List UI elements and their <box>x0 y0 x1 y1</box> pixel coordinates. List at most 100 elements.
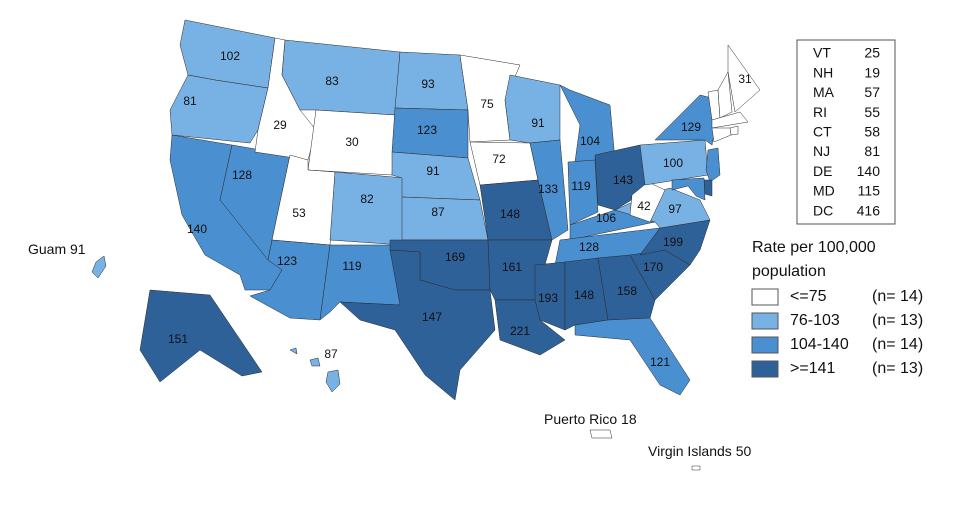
de-shape <box>703 179 713 197</box>
state-value: 42 <box>637 199 651 213</box>
ma-shape <box>711 111 749 129</box>
table-value: 57 <box>864 84 880 100</box>
table-value: 81 <box>864 143 880 159</box>
state-shape <box>139 289 263 383</box>
table-abbr: CT <box>813 124 832 140</box>
state-value: 102 <box>220 49 240 63</box>
territory-name: Virgin Islands <box>648 443 732 459</box>
state-value: 93 <box>421 77 435 91</box>
state-shape <box>534 261 566 331</box>
state-value: 147 <box>422 310 442 324</box>
state-value: 97 <box>668 202 682 216</box>
state-value: 87 <box>431 205 445 219</box>
state-value: 151 <box>168 332 188 346</box>
table-abbr: DC <box>813 202 833 218</box>
table-abbr: RI <box>813 104 827 120</box>
state-value: 133 <box>538 182 558 196</box>
table-value: 115 <box>858 183 881 199</box>
table-value: 19 <box>864 64 880 80</box>
state-value: 161 <box>502 260 522 274</box>
territory-label: Puerto Rico 18 <box>544 411 637 427</box>
state-value: 221 <box>510 324 530 338</box>
legend-count: (n= 13) <box>872 312 923 329</box>
state-shape <box>169 74 269 144</box>
state-value: 199 <box>663 235 683 249</box>
state-value: 129 <box>681 120 701 134</box>
state-value: 104 <box>580 134 600 148</box>
territory-shape <box>691 465 701 471</box>
territory-name: Puerto Rico <box>544 411 617 427</box>
table-value: 55 <box>864 104 880 120</box>
state-shape <box>529 139 569 241</box>
state-value: 72 <box>492 152 506 166</box>
legend-count: (n= 13) <box>872 360 923 377</box>
table-abbr: MD <box>813 183 835 199</box>
ct-shape <box>711 127 732 143</box>
state-shape <box>289 347 298 355</box>
territory-value: 50 <box>736 443 752 459</box>
state-value: 31 <box>738 72 752 86</box>
territory-value: 18 <box>621 411 637 427</box>
state-value: 119 <box>342 259 361 273</box>
state-value: 169 <box>445 250 465 264</box>
table-abbr: MA <box>813 84 835 100</box>
state-shape <box>325 369 341 393</box>
legend-swatch <box>751 360 779 378</box>
table-value: 58 <box>864 124 880 140</box>
legend-title: Rate per 100,000 population <box>752 239 876 280</box>
state-shape <box>727 44 761 113</box>
state-shape <box>309 357 321 367</box>
md-shape <box>671 177 706 201</box>
legend-count: (n= 14) <box>872 288 923 305</box>
state-value: 123 <box>277 254 297 268</box>
state-value: 87 <box>324 347 338 361</box>
legend-label: 76-103 <box>790 312 840 329</box>
state-value: 158 <box>617 284 637 298</box>
legend-swatch <box>751 312 779 330</box>
state-value: 128 <box>579 240 599 254</box>
legend-count: (n= 14) <box>872 336 923 353</box>
territory-shape <box>589 429 613 439</box>
state-shape <box>559 84 616 163</box>
state-shape <box>567 159 599 226</box>
state-value: 140 <box>187 222 207 236</box>
state-value: 82 <box>360 192 374 206</box>
state-shape <box>401 196 489 241</box>
state-value: 91 <box>426 164 440 178</box>
northeast-small-states <box>671 71 749 201</box>
table-abbr: NJ <box>813 143 830 159</box>
state-value: 30 <box>345 135 359 149</box>
state-value: 170 <box>643 260 663 274</box>
state-value: 91 <box>531 116 545 130</box>
state-value: 148 <box>500 207 520 221</box>
legend-title-line: population <box>752 263 826 280</box>
state-value: 53 <box>292 206 306 220</box>
state-shape <box>339 249 496 401</box>
state-shape <box>329 171 406 246</box>
state-value: 148 <box>574 288 594 302</box>
territory-value: 91 <box>70 241 86 257</box>
state-value: 193 <box>538 291 558 305</box>
state-shape <box>281 39 401 116</box>
state-value: 83 <box>325 74 339 88</box>
state-value: 81 <box>183 94 197 108</box>
territory-label: Virgin Islands 50 <box>648 443 751 459</box>
table-value: 416 <box>857 202 881 218</box>
table-abbr: VT <box>813 45 831 61</box>
nh-shape <box>717 71 733 119</box>
legend-swatch <box>751 288 779 306</box>
state-value: 128 <box>232 168 252 182</box>
legend-swatch <box>751 336 779 354</box>
state-value: 119 <box>571 179 590 193</box>
territory-name: Guam <box>28 241 66 257</box>
state-value: 100 <box>663 156 683 170</box>
state-value: 75 <box>480 97 494 111</box>
table-value: 25 <box>864 45 880 61</box>
state-value: 106 <box>596 211 616 225</box>
territory-shape <box>91 255 107 279</box>
legend-title-line: Rate per 100,000 <box>752 239 876 256</box>
nj-shape <box>705 147 721 183</box>
table-value: 140 <box>857 163 881 179</box>
state-table-box <box>796 39 896 225</box>
